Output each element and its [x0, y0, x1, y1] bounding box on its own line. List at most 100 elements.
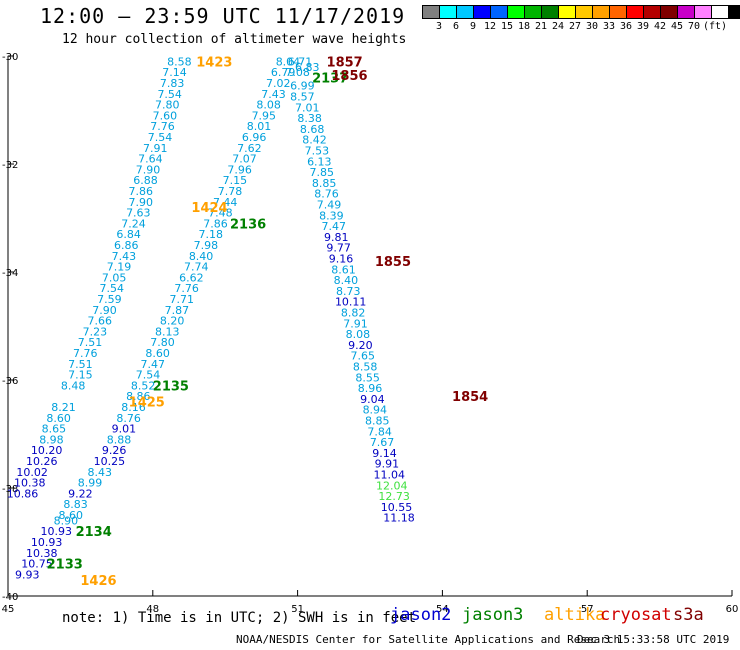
pass-time-label: 2137 — [312, 72, 348, 87]
wave-height-point: 7.76 — [73, 347, 98, 360]
wave-height-point: 7.78 — [218, 185, 243, 198]
wave-height-point: 8.58 — [167, 55, 192, 68]
wave-height-point: 8.60 — [58, 509, 83, 522]
wave-height-point: 8.85 — [365, 415, 390, 428]
wave-height-point: 7.86 — [128, 185, 153, 198]
wave-height-point: 7.47 — [322, 220, 347, 233]
wave-height-point: 8.65 — [42, 423, 67, 436]
wave-height-point: 10.93 — [41, 525, 73, 538]
pass-time-label: 1854 — [452, 390, 488, 405]
wave-height-point: 10.86 — [7, 487, 39, 500]
colorbar-label: 27 — [568, 21, 582, 32]
x-tick-label: 48 — [146, 604, 159, 615]
x-tick-label: 54 — [436, 604, 449, 615]
wave-height-point: 8.90 — [54, 514, 79, 527]
wave-height-point: 9.16 — [329, 253, 354, 266]
wave-height-point: 7.91 — [343, 317, 368, 330]
y-tick-label: -32 — [2, 160, 18, 171]
colorbar-label: 30 — [585, 21, 599, 32]
y-tick-label: -34 — [2, 268, 18, 279]
wave-height-point: 7.15 — [223, 174, 248, 187]
colorbar-label: 3 — [435, 21, 443, 32]
wave-height-point: 7.80 — [155, 99, 180, 112]
wave-height-point: 9.26 — [102, 444, 127, 457]
wave-height-point: 10.26 — [26, 455, 58, 468]
wave-height-point: 7.80 — [150, 336, 175, 349]
wave-height-point: 7.18 — [198, 228, 223, 241]
wave-height-point: 6.88 — [133, 174, 158, 187]
wave-height-point: 7.74 — [184, 261, 209, 274]
x-tick-label: 57 — [581, 604, 594, 615]
wave-height-point: 6.62 — [179, 271, 204, 284]
wave-height-point: 7.90 — [128, 196, 153, 209]
wave-height-point: 8.39 — [319, 209, 344, 222]
wave-height-point: 10.02 — [16, 466, 48, 479]
pass-time-label: 1426 — [80, 574, 116, 589]
wave-height-point: 7.14 — [162, 66, 187, 79]
wave-height-point: 11.04 — [374, 469, 406, 482]
wave-height-point: 7.51 — [68, 358, 93, 371]
wave-height-point: 7.87 — [165, 304, 190, 317]
wave-height-point: 7.07 — [232, 153, 257, 166]
wave-height-point: 8.99 — [78, 477, 103, 490]
satellite-label-jason2: jason2 — [390, 605, 452, 625]
pass-time-label: 1856 — [331, 69, 367, 84]
pass-time-label: 1425 — [129, 396, 165, 411]
wave-height-point: 7.08 — [285, 66, 310, 79]
wave-height-point: 8.85 — [312, 177, 337, 190]
wave-height-point: 7.67 — [370, 436, 395, 449]
wave-height-point: 7.53 — [305, 145, 330, 158]
wave-height-point: 7.76 — [150, 120, 175, 133]
wave-height-point: 7.23 — [83, 325, 108, 338]
wave-height-point: 8.98 — [39, 433, 64, 446]
wave-height-point: 7.43 — [112, 250, 137, 263]
wave-height-point: 7.65 — [351, 350, 376, 363]
colorbar-label: 45 — [670, 21, 684, 32]
wave-height-point: 7.54 — [136, 369, 161, 382]
wave-height-point: 7.98 — [194, 239, 219, 252]
wave-height-point: 6.86 — [114, 239, 139, 252]
wave-height-point: 7.19 — [107, 261, 132, 274]
colorbar-label: 15 — [500, 21, 514, 32]
wave-height-point: 10.75 — [21, 558, 53, 571]
pass-time-label: 1857 — [327, 55, 363, 70]
wave-height-point: 8.04 — [276, 55, 301, 68]
wave-height-point: 7.44 — [213, 196, 238, 209]
colorbar-label: 9 — [469, 21, 477, 32]
wave-height-point: 7.01 — [295, 101, 320, 114]
wave-height-point: 7.95 — [252, 109, 277, 122]
wave-height-point: 7.83 — [160, 77, 185, 90]
wave-height-point: 8.20 — [160, 315, 185, 328]
wave-height-point: 10.55 — [381, 501, 413, 514]
wave-height-point: 7.54 — [157, 88, 182, 101]
wave-height-point: 6.84 — [116, 228, 141, 241]
wave-height-point: 7.84 — [367, 425, 392, 438]
satellite-label-s3a: s3a — [673, 605, 704, 625]
wave-height-point: 8.94 — [363, 404, 388, 417]
wave-height-point: 9.14 — [372, 447, 397, 460]
wave-height-point: 7.43 — [261, 88, 286, 101]
pass-time-label: 2134 — [76, 525, 112, 540]
satellite-label-jason3: jason3 — [462, 605, 524, 625]
wave-height-point: 10.93 — [31, 536, 63, 549]
wave-height-point: 8.76 — [314, 188, 339, 201]
y-tick-label: -38 — [2, 484, 18, 495]
satellite-label-cryosat: cryosat — [600, 605, 672, 625]
colorbar-label: 6 — [452, 21, 460, 32]
chart-title: 12:00 – 23:59 UTC 11/17/2019 — [40, 4, 406, 28]
wave-height-point: 6.96 — [242, 131, 267, 144]
wave-height-point: 6.13 — [307, 155, 332, 168]
colorbar-label: 21 — [534, 21, 548, 32]
wave-height-point: 9.81 — [324, 231, 349, 244]
wave-height-point: 6.79 — [271, 66, 296, 79]
date-stamp: Dec 3 15:33:58 UTC 2019 — [577, 633, 730, 646]
wave-height-point: 6.71 — [288, 55, 313, 68]
pass-time-label: 1423 — [196, 55, 232, 70]
colorbar-label: (ft) — [702, 21, 728, 32]
wave-height-point: 8.08 — [256, 99, 281, 112]
wave-height-point: 10.11 — [335, 296, 367, 309]
wave-height-point: 7.64 — [138, 153, 163, 166]
colorbar-label: 42 — [653, 21, 667, 32]
y-tick-label: -36 — [2, 376, 18, 387]
